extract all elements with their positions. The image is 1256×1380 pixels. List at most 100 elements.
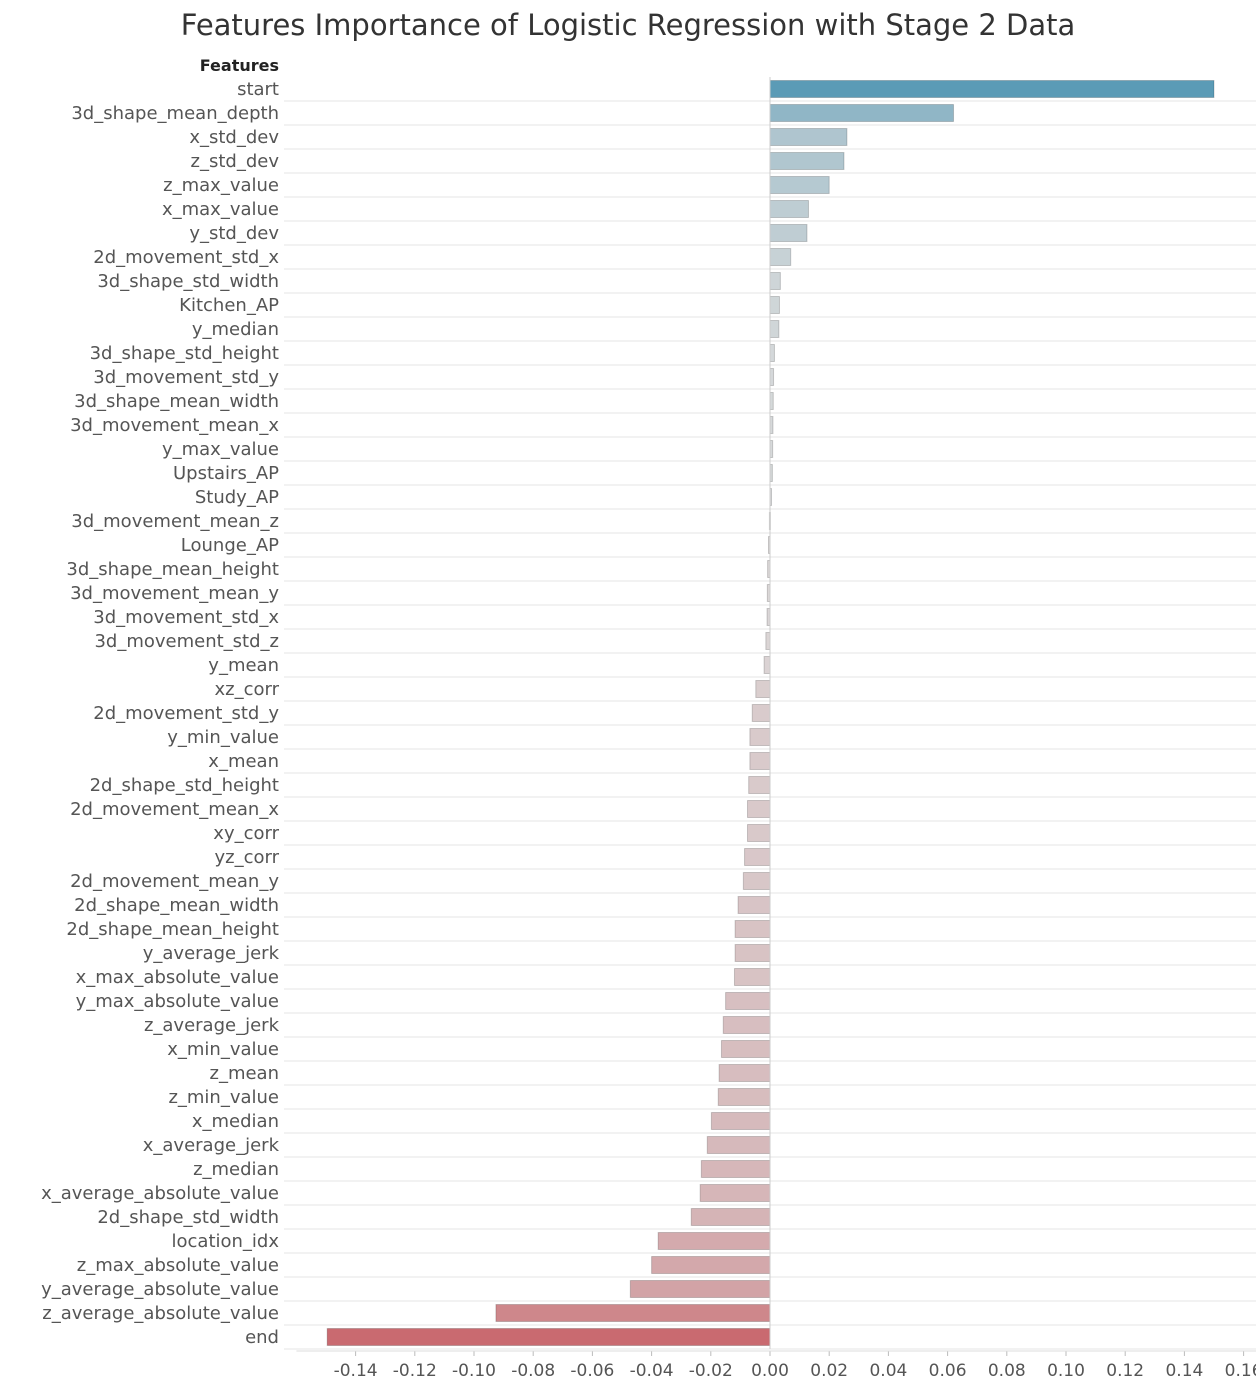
category-label: 2d_movement_std_x: [93, 247, 279, 268]
bar: [651, 1256, 771, 1274]
x-tick-label: -0.04: [630, 1361, 674, 1380]
chart-title: Features Importance of Logistic Regressi…: [180, 8, 1076, 42]
bar: [725, 992, 771, 1010]
category-label: yz_corr: [215, 847, 280, 868]
bar: [326, 1328, 771, 1346]
bar: [717, 1088, 771, 1106]
category-label: y_median: [192, 319, 279, 340]
bar: [706, 1136, 771, 1154]
category-label: x_max_absolute_value: [76, 967, 279, 988]
category-label: 2d_shape_mean_height: [66, 919, 279, 940]
category-label: 3d_shape_std_width: [97, 271, 279, 292]
bar: [769, 104, 955, 122]
category-label: z_std_dev: [191, 151, 280, 172]
category-label: y_average_absolute_value: [41, 1279, 279, 1300]
category-label: start: [237, 79, 279, 100]
x-tick-label: -0.08: [511, 1361, 555, 1380]
category-label: 3d_shape_std_height: [90, 343, 279, 364]
category-label: Lounge_AP: [181, 535, 279, 556]
x-tick-label: 0.00: [751, 1361, 789, 1380]
y-axis-header: Features: [200, 56, 279, 75]
category-label: Kitchen_AP: [179, 295, 279, 316]
category-label: 3d_shape_mean_height: [66, 559, 279, 580]
x-tick-label: -0.02: [689, 1361, 733, 1380]
bar: [657, 1232, 771, 1250]
category-label: z_max_absolute_value: [77, 1255, 279, 1276]
category-label: x_std_dev: [189, 127, 279, 148]
category-label: x_average_absolute_value: [41, 1183, 279, 1204]
bar: [742, 872, 771, 890]
category-label: 2d_movement_std_y: [93, 703, 279, 724]
category-label: 2d_movement_mean_x: [70, 799, 279, 820]
category-label: x_mean: [208, 751, 279, 772]
category-label: y_std_dev: [189, 223, 279, 244]
category-label: y_average_jerk: [143, 943, 280, 964]
bar: [769, 296, 780, 314]
category-label: 3d_movement_std_y: [93, 367, 279, 388]
bar: [722, 1016, 771, 1034]
x-axis: -0.14 -0.12 -0.10 -0.08 -0.06 -0.04 -0.02 0.00 0…: [296, 1350, 1256, 1380]
category-label: 2d_shape_std_height: [90, 775, 279, 796]
x-tick-label: -0.06: [570, 1361, 614, 1380]
bar: [751, 704, 771, 722]
bar: [690, 1208, 771, 1226]
category-label: x_max_value: [162, 199, 279, 220]
bar: [747, 824, 771, 842]
bar: [769, 224, 808, 242]
category-label: 2d_shape_std_width: [97, 1207, 279, 1228]
bar: [769, 272, 781, 290]
category-label: z_average_absolute_value: [42, 1303, 279, 1324]
category-label: y_max_absolute_value: [76, 991, 279, 1012]
bars: [326, 77, 1215, 1349]
category-label: z_mean: [210, 1063, 280, 1084]
category-label: 3d_movement_mean_z: [71, 511, 279, 532]
category-label: z_average_jerk: [144, 1015, 280, 1036]
x-tick-label: 0.04: [869, 1361, 907, 1380]
bar: [769, 248, 792, 266]
bar: [718, 1064, 771, 1082]
bar: [495, 1304, 771, 1322]
x-tick-label: 0.08: [988, 1361, 1026, 1380]
category-label: x_min_value: [167, 1039, 279, 1060]
category-label: y_min_value: [167, 727, 279, 748]
bar: [763, 656, 771, 674]
x-tick-label: -0.14: [334, 1361, 378, 1380]
bar: [769, 176, 830, 194]
category-label: end: [245, 1327, 279, 1348]
x-tick-label: -0.10: [452, 1361, 496, 1380]
category-label: 3d_shape_mean_width: [74, 391, 279, 412]
category-label: y_max_value: [162, 439, 279, 460]
bar: [733, 968, 771, 986]
category-label: z_median: [193, 1159, 279, 1180]
category-labels: start 3d_shape_mean_depth x_std_dev z_std_d…: [41, 79, 280, 1348]
bar: [700, 1160, 771, 1178]
bar: [629, 1280, 771, 1298]
x-tick-label: 0.06: [929, 1361, 967, 1380]
bar: [749, 752, 771, 770]
category-label: 3d_movement_std_z: [94, 631, 279, 652]
category-label: 3d_movement_std_x: [93, 607, 279, 628]
category-label: z_min_value: [168, 1087, 279, 1108]
bar: [749, 728, 771, 746]
x-tick-label: 0.12: [1106, 1361, 1144, 1380]
bar: [769, 320, 780, 338]
x-tick-label: 0.16: [1225, 1361, 1256, 1380]
bar: [769, 344, 775, 362]
category-label: 3d_shape_mean_depth: [71, 103, 279, 124]
bar: [699, 1184, 771, 1202]
bar: [737, 896, 771, 914]
category-label: 2d_movement_mean_y: [70, 871, 279, 892]
bar: [765, 632, 771, 650]
category-label: x_median: [192, 1111, 279, 1132]
category-label: 3d_movement_mean_y: [70, 583, 279, 604]
bar: [744, 848, 771, 866]
bar: [769, 80, 1215, 98]
bar: [769, 128, 848, 146]
category-label: x_average_jerk: [143, 1135, 280, 1156]
category-label: xz_corr: [215, 679, 280, 700]
bar: [734, 944, 771, 962]
bar: [769, 152, 845, 170]
bar: [747, 800, 771, 818]
category-label: 2d_shape_mean_width: [74, 895, 279, 916]
